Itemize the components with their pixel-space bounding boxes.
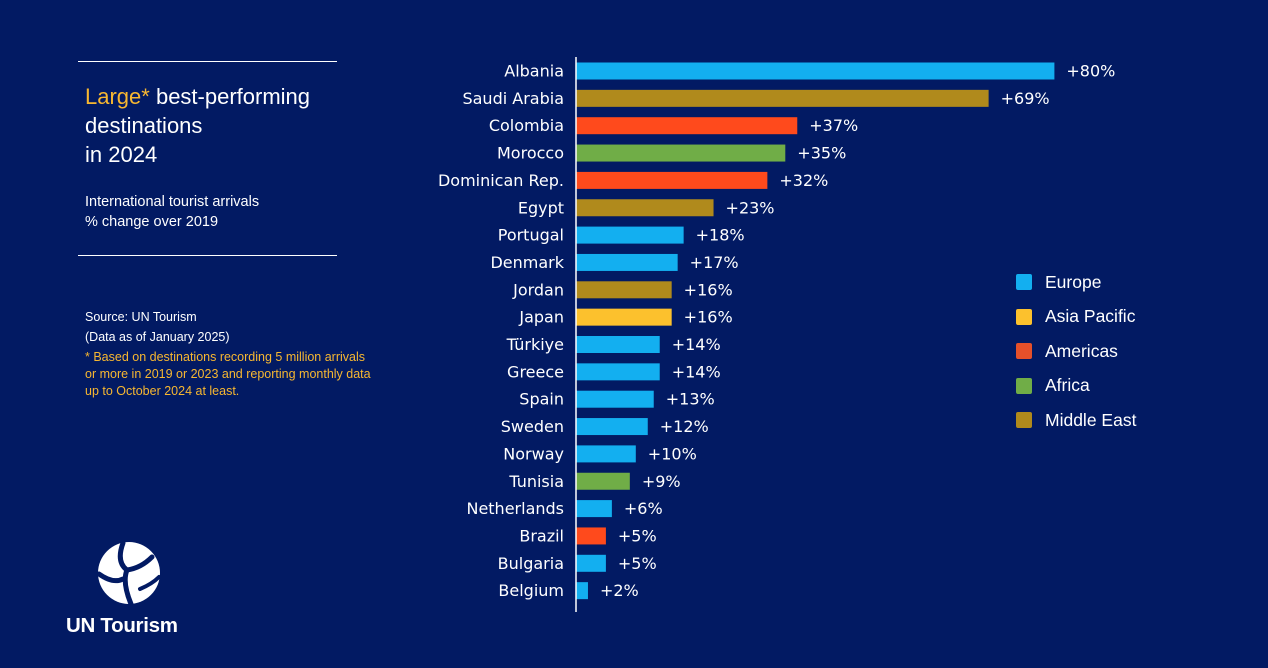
un-tourism-logo-icon xyxy=(96,540,161,606)
title-line1: best-performing xyxy=(149,84,311,109)
legend-label-asia-pacific: Asia Pacific xyxy=(1045,306,1136,327)
bar-sweden xyxy=(576,418,648,436)
legend-swatch-americas xyxy=(1016,343,1032,360)
bar-japan xyxy=(576,308,672,326)
category-label-denmark: Denmark xyxy=(490,253,564,272)
category-label-norway: Norway xyxy=(503,444,564,463)
bar-chart: Albania +80% Saudi Arabia +69% Colombia +37% M… xyxy=(438,57,1115,612)
legend-swatch-middle-east xyxy=(1016,412,1032,429)
value-label-netherlands: +6% xyxy=(624,499,663,518)
source-line: Source: UN Tourism xyxy=(85,310,197,324)
category-label-egypt: Egypt xyxy=(518,198,564,217)
category-label-bulgaria: Bulgaria xyxy=(498,554,564,573)
bar-jordan xyxy=(576,281,672,299)
category-label-netherlands: Netherlands xyxy=(466,499,564,518)
bar-tunisia xyxy=(576,472,630,490)
bottom-divider xyxy=(78,255,337,256)
category-label-turkiye: Türkiye xyxy=(506,335,564,354)
legend-item-europe: Europe xyxy=(1016,265,1136,300)
category-label-colombia: Colombia xyxy=(489,116,564,135)
category-label-sweden: Sweden xyxy=(501,417,564,436)
brand-name: UN Tourism xyxy=(66,614,178,637)
title-accent: Large* xyxy=(85,84,150,109)
category-label-dominican-rep: Dominican Rep. xyxy=(438,171,564,190)
logo: UN Tourism xyxy=(66,540,196,638)
bar-turkiye xyxy=(576,336,660,353)
legend-label-europe: Europe xyxy=(1045,271,1102,292)
title-line3: in 2024 xyxy=(85,142,158,167)
category-label-portugal: Portugal xyxy=(498,226,564,245)
bar-belgium xyxy=(576,582,588,600)
legend-item-middle-east: Middle East xyxy=(1016,403,1136,438)
value-label-jordan: +16% xyxy=(684,280,733,299)
legend-label-americas: Americas xyxy=(1045,340,1118,361)
value-label-brazil: +5% xyxy=(618,526,657,545)
legend-swatch-asia-pacific xyxy=(1016,308,1032,325)
subtitle-line1: International tourist arrivals xyxy=(85,194,260,210)
subtitle-line2: % change over 2019 xyxy=(85,213,219,230)
bar-norway xyxy=(576,445,636,463)
value-label-morocco: +35% xyxy=(797,144,846,163)
value-label-tunisia: +9% xyxy=(642,472,681,491)
top-divider xyxy=(78,61,337,62)
category-label-spain: Spain xyxy=(519,390,564,409)
value-label-dominican-rep: +32% xyxy=(779,171,828,190)
legend-item-asia-pacific: Asia Pacific xyxy=(1016,300,1136,335)
category-label-brazil: Brazil xyxy=(519,526,564,545)
legend-swatch-africa xyxy=(1016,377,1032,394)
category-label-greece: Greece xyxy=(507,362,564,381)
legend-swatch-europe xyxy=(1016,274,1032,291)
chart-legend: Europe Asia Pacific Americas Africa Midd… xyxy=(1016,265,1136,438)
bar-brazil xyxy=(576,527,606,545)
footnote: * Based on destinations recording 5 mill… xyxy=(85,350,371,398)
legend-label-middle-east: Middle East xyxy=(1045,409,1137,430)
value-label-spain: +13% xyxy=(666,390,715,409)
value-label-denmark: +17% xyxy=(690,253,739,272)
bar-netherlands xyxy=(576,500,612,518)
category-label-morocco: Morocco xyxy=(497,144,564,163)
bar-bulgaria xyxy=(576,554,606,572)
value-label-egypt: +23% xyxy=(726,198,775,217)
bar-spain xyxy=(576,390,654,408)
category-label-belgium: Belgium xyxy=(498,581,564,600)
value-label-sweden: +12% xyxy=(660,417,709,436)
value-label-bulgaria: +5% xyxy=(618,554,657,573)
value-label-belgium: +2% xyxy=(600,581,639,600)
bar-dominican-rep xyxy=(576,171,768,189)
bar-egypt xyxy=(576,199,714,217)
title-line2: destinations xyxy=(85,113,203,138)
value-label-saudi-arabia: +69% xyxy=(1001,89,1050,108)
source-block: Source: UN Tourism (Data as of January 2… xyxy=(85,309,375,400)
page-title: Large* best-performing destinations in 2… xyxy=(85,82,355,169)
value-label-greece: +14% xyxy=(672,362,721,381)
value-label-colombia: +37% xyxy=(809,116,858,135)
bar-greece xyxy=(576,363,660,381)
value-label-turkiye: +14% xyxy=(672,335,721,354)
category-label-tunisia: Tunisia xyxy=(508,472,564,491)
value-label-japan: +16% xyxy=(684,308,733,327)
category-label-japan: Japan xyxy=(518,308,564,327)
value-label-portugal: +18% xyxy=(696,226,745,245)
bar-morocco xyxy=(576,144,786,162)
category-label-saudi-arabia: Saudi Arabia xyxy=(462,89,564,108)
value-label-albania: +80% xyxy=(1066,62,1115,81)
category-label-jordan: Jordan xyxy=(512,280,564,299)
chart-subtitle: International tourist arrivals % change … xyxy=(85,193,259,232)
bar-albania xyxy=(576,62,1055,80)
source-date: (Data as of January 2025) xyxy=(85,330,230,344)
bar-saudi-arabia xyxy=(576,89,989,107)
bar-colombia xyxy=(576,117,798,135)
bar-portugal xyxy=(576,226,684,244)
legend-item-africa: Africa xyxy=(1016,369,1136,404)
value-label-norway: +10% xyxy=(648,444,697,463)
legend-label-africa: Africa xyxy=(1045,375,1090,396)
legend-item-americas: Americas xyxy=(1016,334,1136,369)
category-label-albania: Albania xyxy=(504,62,564,81)
bar-denmark xyxy=(576,253,678,271)
